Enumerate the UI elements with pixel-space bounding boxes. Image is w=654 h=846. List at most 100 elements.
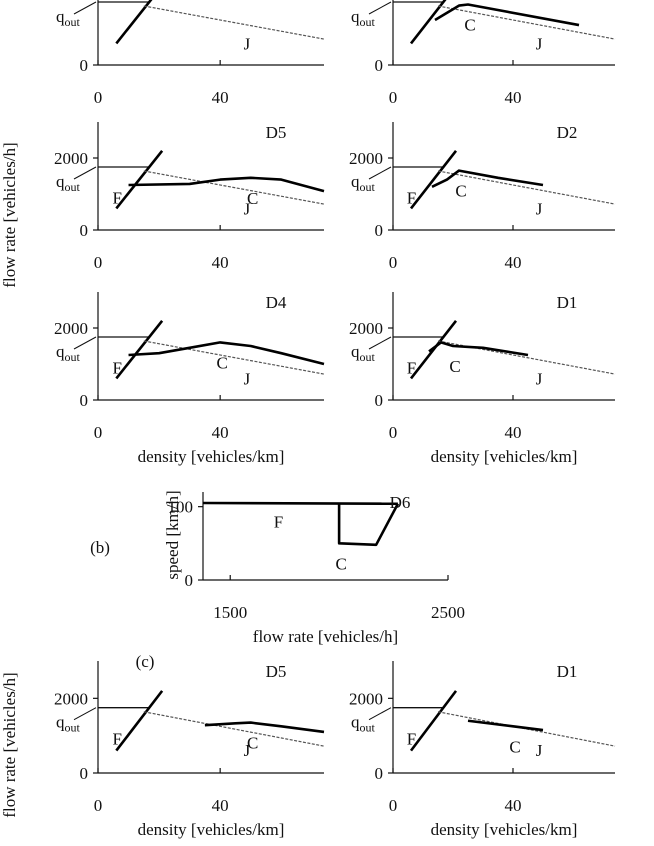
panel-title: D5 (266, 662, 287, 681)
series-label: C (449, 357, 460, 376)
y-tick-label: 0 (80, 764, 89, 783)
series-line (337, 503, 400, 547)
x-tick-label: 0 (94, 253, 103, 272)
series-label: C (335, 554, 346, 573)
q-out-sub: out (65, 350, 81, 364)
series-line (437, 170, 616, 205)
y-tick-label: 0 (80, 391, 89, 410)
series-label: C (509, 737, 520, 756)
x-tick-label: 0 (389, 423, 398, 442)
series-label: J (536, 199, 543, 218)
q-out-sub: out (360, 721, 376, 735)
x-tick-label: 1500 (213, 603, 247, 622)
q-out-q: q (351, 7, 360, 26)
panel-title: D2 (557, 123, 578, 142)
series-label: J (536, 741, 543, 760)
series-line (115, 149, 164, 210)
series-line (115, 319, 164, 380)
series-line (143, 340, 325, 375)
q-out-q: q (56, 7, 65, 26)
series-line (428, 341, 529, 357)
x-tick-label: 0 (389, 88, 398, 107)
q-out-label: qout (351, 342, 376, 364)
q-out-label: qout (351, 7, 376, 29)
y-tick-label: 2000 (349, 319, 383, 338)
x-tick-label: 0 (94, 88, 103, 107)
x-tick-label: 40 (212, 796, 229, 815)
x-tick-label: 40 (505, 88, 522, 107)
q-out-sub: out (65, 15, 81, 29)
series-label: F (112, 359, 121, 378)
series-line (143, 170, 325, 205)
q-out-label: qout (351, 172, 376, 194)
panel-title: D5 (266, 123, 287, 142)
q-out-pointer (368, 1, 392, 15)
x-tick-label: 2500 (431, 603, 465, 622)
q-out-label: qout (351, 713, 376, 735)
x-tick-label: 40 (505, 796, 522, 815)
x-axis-label: density [vehicles/km] (431, 820, 578, 839)
series-label: J (244, 369, 251, 388)
series-line (467, 719, 544, 732)
x-axis-label: flow rate [vehicles/h] (253, 627, 398, 646)
y-tick-label: 0 (375, 764, 384, 783)
series-line (115, 690, 164, 752)
panel-title: D1 (557, 293, 578, 312)
x-tick-label: 0 (94, 796, 103, 815)
q-out-label: qout (56, 713, 81, 735)
series-line (409, 690, 458, 752)
series-label: J (244, 741, 251, 760)
series-line (143, 5, 325, 40)
q-out-sub: out (360, 15, 376, 29)
panel-label: (c) (136, 652, 155, 671)
series-line (204, 721, 325, 734)
q-out-label: qout (56, 172, 81, 194)
q-out-pointer (73, 707, 97, 721)
q-out-q: q (351, 713, 360, 732)
q-out-q: q (56, 713, 65, 732)
q-out-label: qout (56, 7, 81, 29)
panel-title: D1 (557, 662, 578, 681)
q-out-q: q (56, 342, 65, 361)
x-tick-label: 40 (212, 88, 229, 107)
y-tick-label: 2000 (54, 689, 88, 708)
series-label: F (112, 189, 121, 208)
series-label: F (112, 730, 121, 749)
series-label: F (407, 359, 416, 378)
series-line (437, 340, 616, 375)
x-tick-label: 0 (389, 253, 398, 272)
y-axis-label: speed [km/h] (163, 490, 182, 579)
x-axis-label: density [vehicles/km] (138, 820, 285, 839)
q-out-sub: out (65, 721, 81, 735)
q-out-sub: out (360, 180, 376, 194)
series-line (128, 341, 325, 366)
series-label: C (247, 734, 258, 753)
q-out-q: q (56, 172, 65, 191)
series-line (143, 711, 325, 747)
y-axis-label: flow rate [vehicles/h] (0, 672, 19, 817)
q-out-sub: out (65, 180, 81, 194)
y-tick-label: 2000 (54, 149, 88, 168)
y-tick-label: 2000 (54, 319, 88, 338)
q-out-sub: out (360, 350, 376, 364)
x-tick-label: 40 (212, 253, 229, 272)
y-tick-label: 0 (80, 56, 89, 75)
series-label: C (216, 353, 227, 372)
y-tick-label: 2000 (349, 689, 383, 708)
series-label: J (244, 34, 251, 53)
series-label: J (536, 369, 543, 388)
panel-label: (b) (90, 538, 110, 557)
series-label: C (455, 182, 466, 201)
y-tick-label: 0 (80, 221, 89, 240)
y-tick-label: 0 (375, 221, 384, 240)
series-line (409, 0, 447, 45)
series-line (409, 149, 458, 210)
q-out-pointer (368, 336, 392, 350)
q-out-pointer (73, 1, 97, 15)
q-out-pointer (73, 336, 97, 350)
q-out-q: q (351, 172, 360, 191)
x-tick-label: 40 (505, 423, 522, 442)
series-line (128, 176, 325, 193)
q-out-pointer (368, 166, 392, 180)
series-label: J (536, 34, 543, 53)
